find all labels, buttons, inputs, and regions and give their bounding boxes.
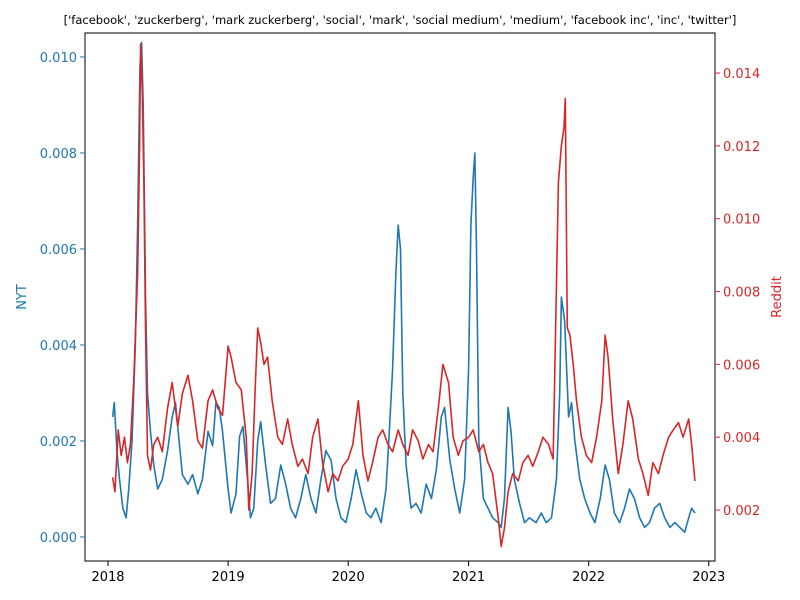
x-axis: 2018 2019 2020 2021 2022 2023 — [91, 561, 725, 585]
x-tick-label: 2021 — [452, 570, 485, 585]
y-right-axis-label: Reddit — [770, 276, 785, 318]
series-line-nyt — [111, 41, 696, 533]
y-left-tick-label: 0.002 — [40, 435, 77, 450]
y-left-tick-label: 0.004 — [40, 339, 77, 354]
y-right-tick-label: 0.002 — [723, 504, 760, 519]
y-right-tick-label: 0.012 — [723, 140, 760, 155]
y-left-tick-label: 0.006 — [40, 243, 77, 258]
x-tick-label: 2019 — [212, 570, 245, 585]
plot-frame — [84, 32, 716, 562]
y-left-tick-label: 0.008 — [40, 147, 77, 162]
series-layer — [111, 41, 696, 548]
y-left-axis-label: NYT — [15, 284, 30, 310]
x-tick-label: 2020 — [332, 570, 365, 585]
series-line-reddit — [111, 43, 696, 548]
y-left-tick-label: 0.000 — [40, 531, 77, 546]
y-right-tick-label: 0.004 — [723, 431, 760, 446]
x-tick-label: 2022 — [572, 570, 605, 585]
y-right-tick-label: 0.006 — [723, 358, 760, 373]
y-left-tick-label: 0.010 — [40, 51, 77, 66]
chart-title: ['facebook', 'zuckerberg', 'mark zuckerb… — [64, 13, 737, 27]
y-right-tick-label: 0.008 — [723, 286, 760, 301]
x-tick-label: 2018 — [91, 570, 124, 585]
y-left-axis: 0.000 0.002 0.004 0.006 0.008 0.010 — [40, 51, 85, 546]
x-tick-label: 2023 — [692, 570, 725, 585]
y-right-tick-label: 0.014 — [723, 67, 760, 82]
y-right-axis: 0.002 0.004 0.006 0.008 0.010 0.012 0.014 — [715, 67, 760, 519]
y-right-tick-label: 0.010 — [723, 213, 760, 228]
